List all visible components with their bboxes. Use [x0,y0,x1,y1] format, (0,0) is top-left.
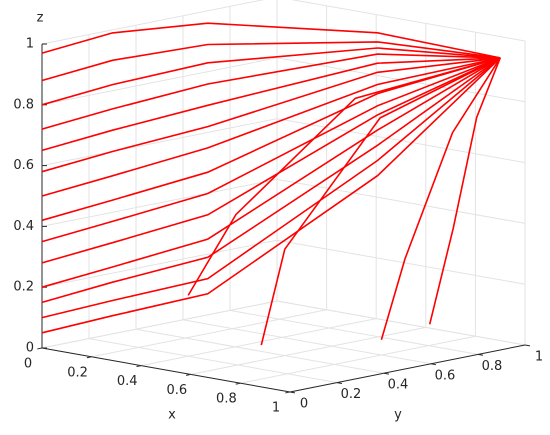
trajectory [187,57,501,296]
x-tick-label: 0 [24,357,32,372]
grid-line [240,335,476,384]
trajectory [41,57,501,319]
trajectory [41,57,501,304]
trajectory [41,57,501,334]
x-tick-label: 0.6 [166,383,187,398]
grid-line [41,0,265,45]
trajectory [380,57,501,341]
grid-line [41,239,278,288]
axis-line [41,347,291,393]
z-tick-label: 0.2 [13,280,34,295]
trajectory [41,22,501,59]
y-axis-label: y [394,408,402,423]
trajectory [41,57,501,197]
z-tick-label: 0 [26,341,34,356]
grid-line [141,318,377,367]
trajectory [260,57,501,346]
x-tick-label: 0.2 [67,365,88,380]
z-tick-label: 0.4 [13,219,34,234]
y-tick-label: 0.4 [388,378,409,393]
trajectory [41,57,501,152]
y-tick-label: 0.2 [341,387,362,402]
x-axis-label: x [168,408,176,423]
x-tick-label: 0.8 [216,392,237,407]
grid-line [276,239,526,285]
grid-line [41,118,278,167]
grid-line [91,309,327,358]
y-tick-label: 0.6 [435,368,456,383]
grid-line [41,57,278,106]
y-tick-label: 1 [535,350,543,365]
grid-line [276,300,526,346]
tick-mark [37,347,43,350]
trajectory [41,57,501,173]
trajectory [41,57,501,264]
trajectory [41,41,501,82]
z-axis-label: z [37,11,44,26]
z-tick-label: 0.6 [13,158,34,173]
z-tick-label: 1 [26,37,34,52]
grid-line [41,300,278,349]
tick-mark [524,344,531,347]
trajectory [41,47,501,106]
grid-line [135,328,385,374]
trajectory [428,57,501,325]
z-tick-label: 0.8 [13,97,34,112]
y-tick-label: 0 [300,397,308,412]
trajectory [41,57,501,288]
x-tick-label: 1 [272,401,280,416]
grid-line [182,319,432,365]
axis-line [289,344,526,393]
x-tick-label: 0.4 [117,374,138,389]
grid-line [88,338,338,384]
grid-line [41,178,278,227]
grid-line [276,178,526,224]
trajectory [41,57,501,243]
grid-line [291,0,526,42]
trajectory [41,53,501,130]
grid-line [229,309,479,355]
y-tick-label: 0.8 [482,359,503,374]
grid-line [190,326,426,375]
trajectory [41,57,501,222]
